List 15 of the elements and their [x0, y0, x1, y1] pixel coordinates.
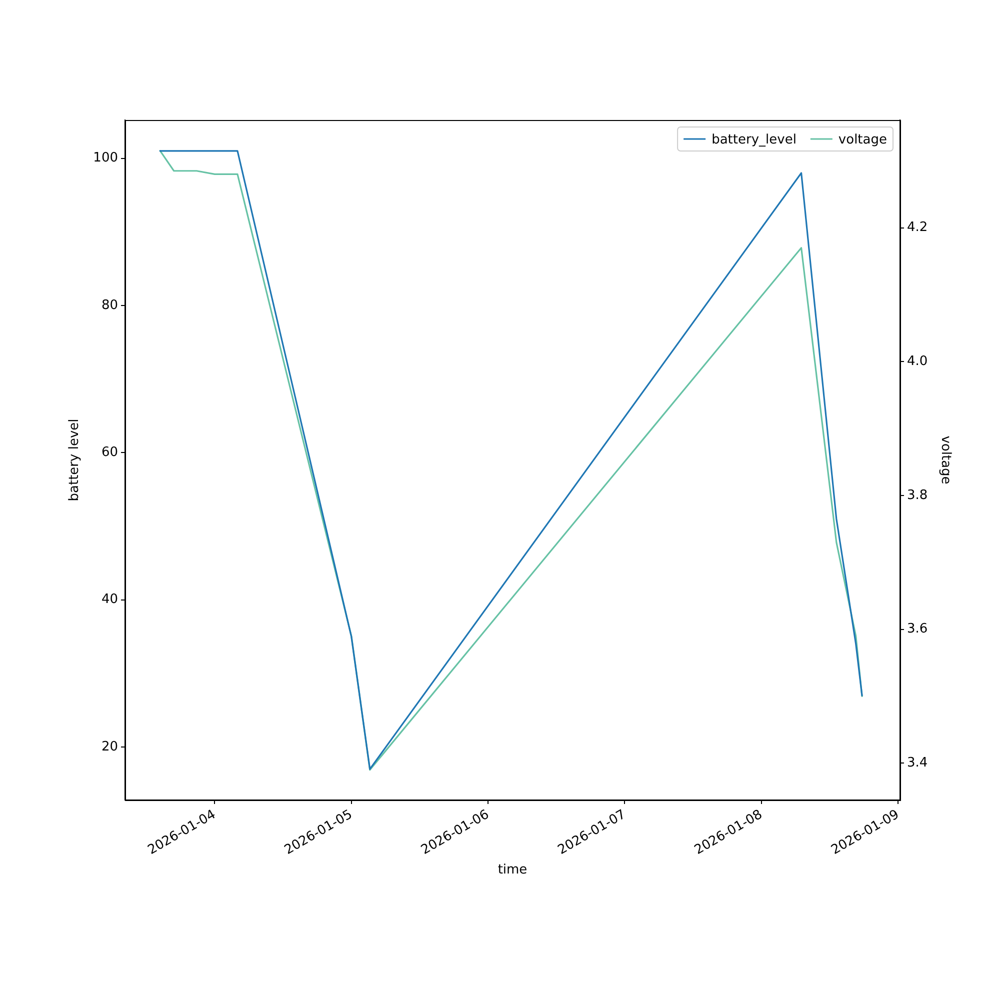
y2-tick-label: 3.8: [907, 488, 928, 503]
y2-tick-label: 4.0: [907, 354, 928, 369]
y-tick-label: 80: [101, 298, 118, 313]
y2-axis-title: voltage: [938, 436, 953, 484]
legend-label: voltage: [838, 132, 888, 148]
x-axis-title: time: [498, 862, 528, 878]
y-tick-label: 20: [101, 739, 118, 754]
y2-tick-label: 3.6: [907, 622, 928, 637]
y-tick-label: 60: [101, 445, 118, 460]
y-tick-label: 40: [101, 592, 118, 608]
y2-tick-label: 4.2: [907, 220, 928, 236]
legend-label: battery_level: [712, 132, 796, 148]
y-axis-title: battery level: [67, 418, 82, 502]
y-tick-label: 100: [93, 150, 118, 166]
y2-tick-label: 3.4: [907, 756, 928, 771]
